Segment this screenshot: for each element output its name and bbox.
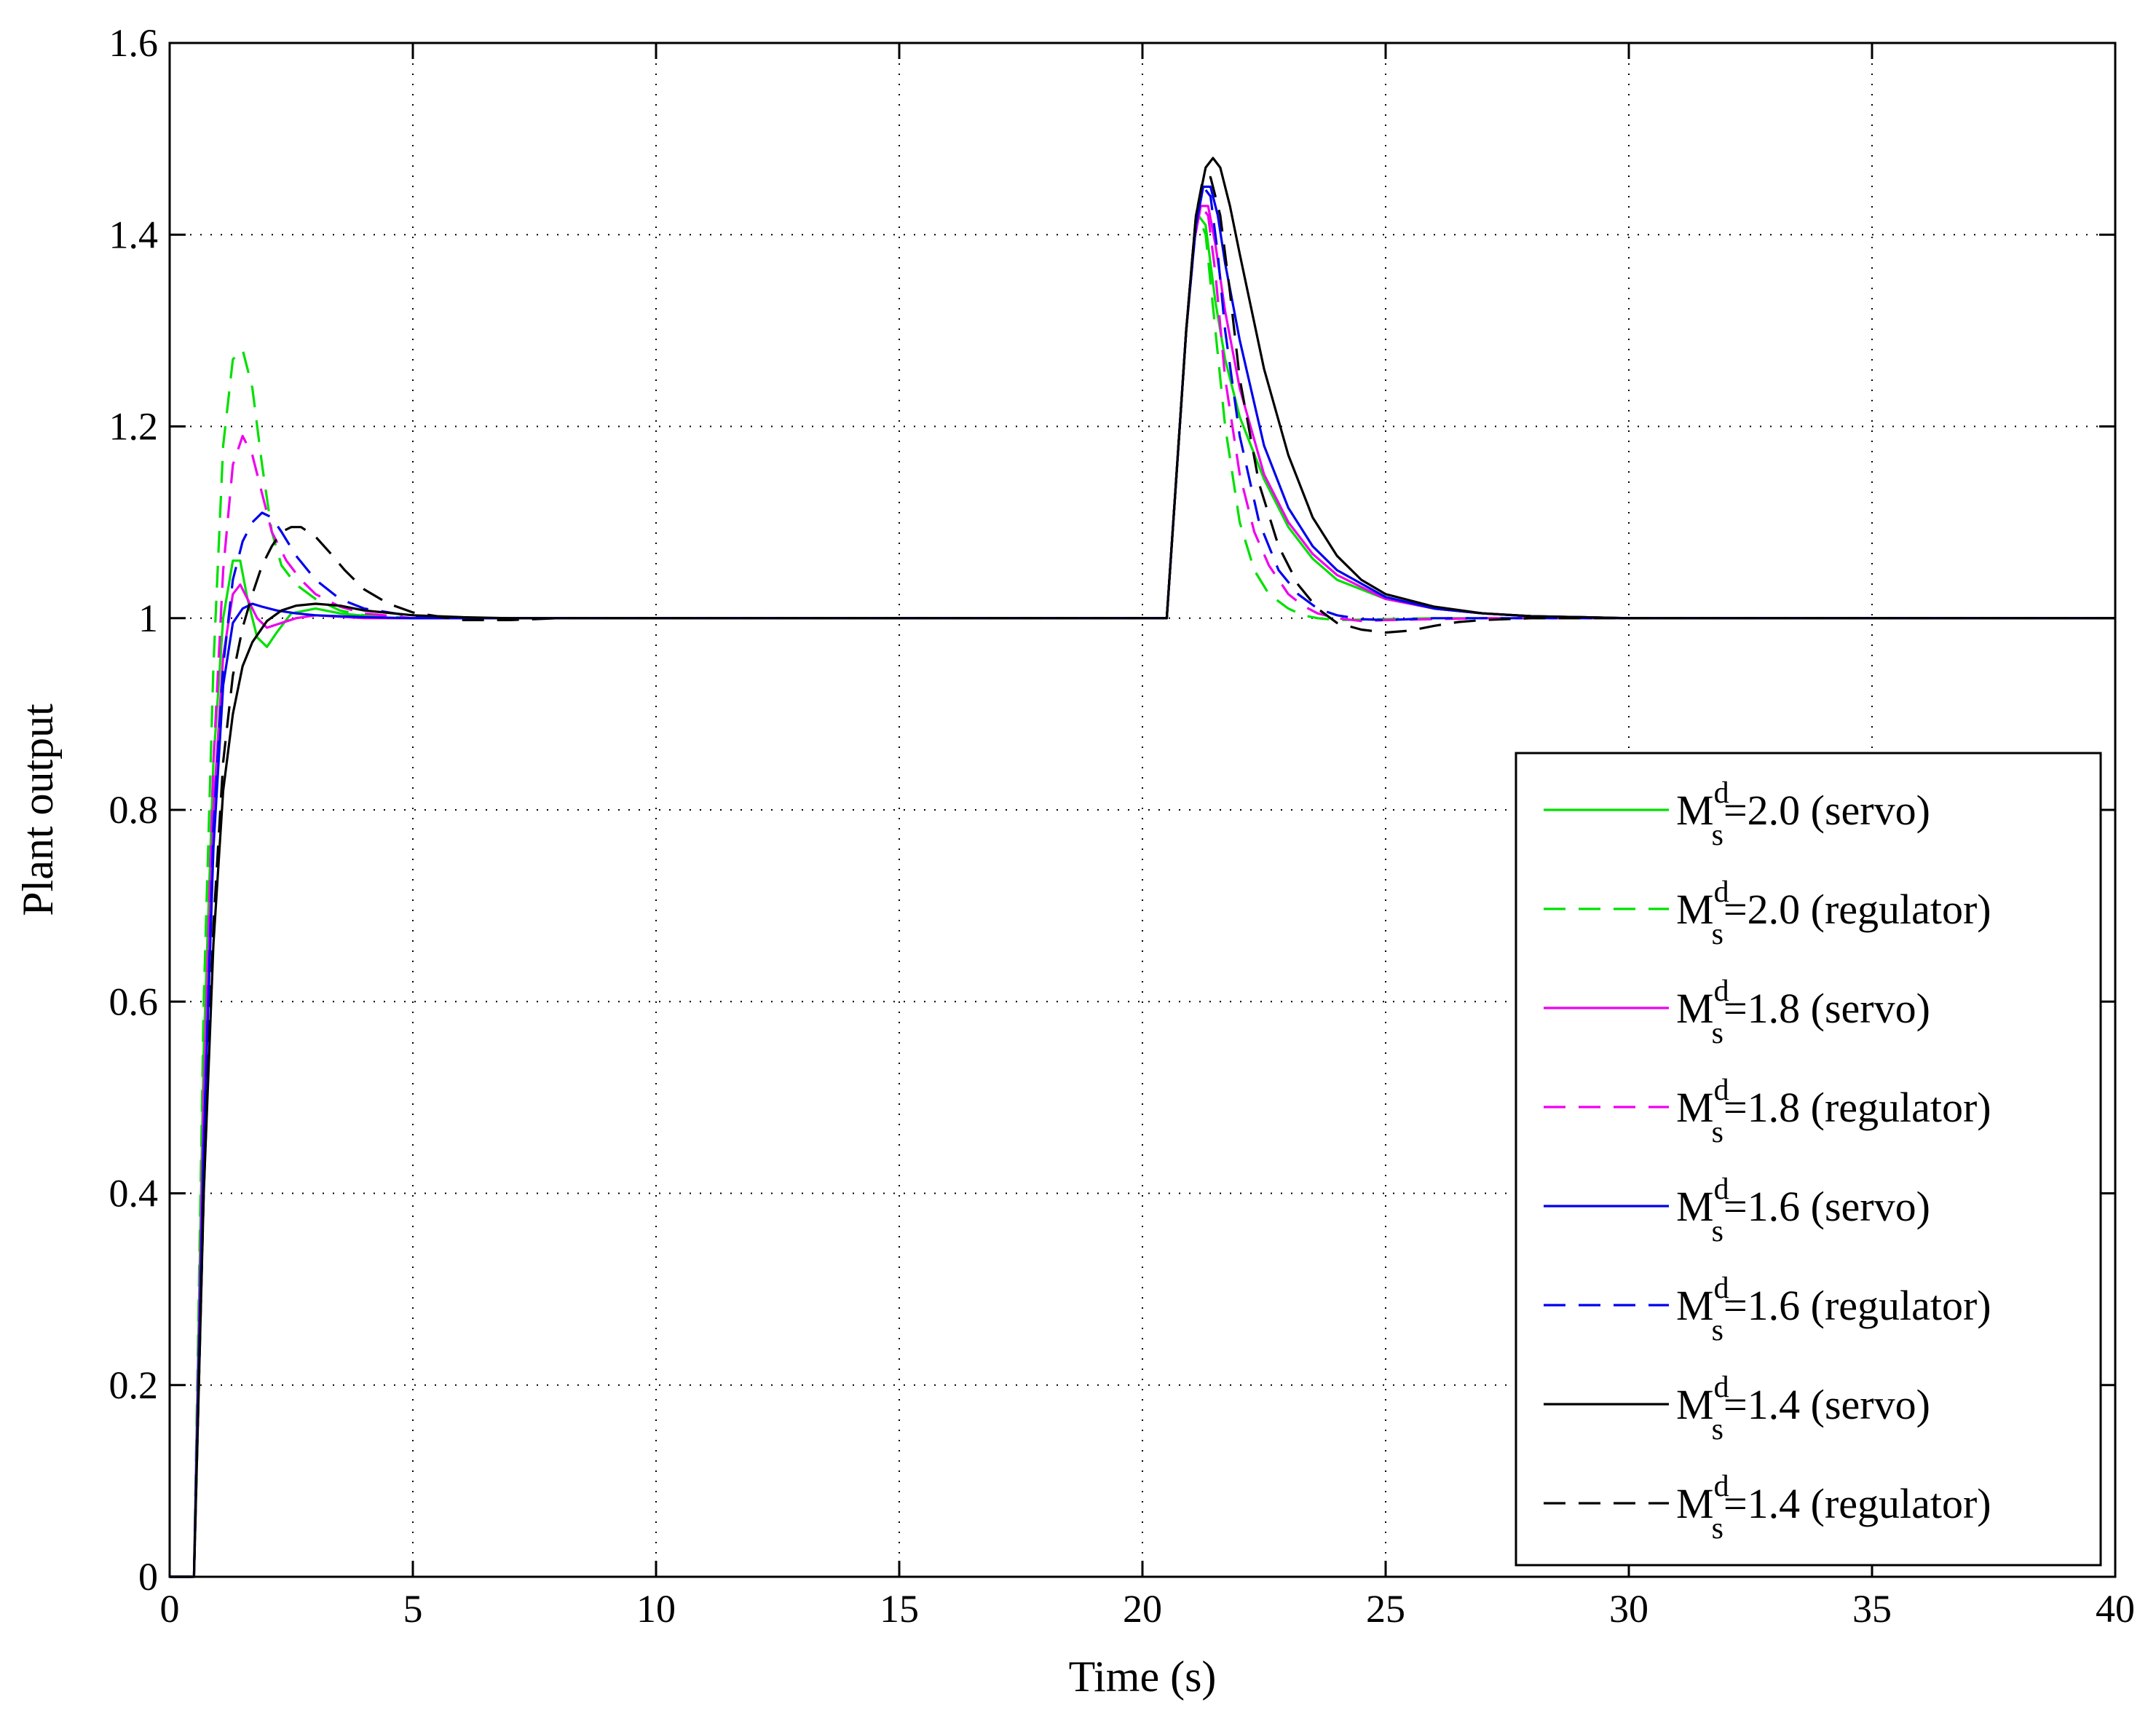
legend-superscript: d <box>1714 1074 1729 1107</box>
legend-label: Md s=2.0 (regulator) <box>1676 875 1991 951</box>
legend-subscript: s <box>1712 1116 1723 1149</box>
x-tick-label: 5 <box>403 1587 423 1631</box>
legend-subscript: s <box>1712 819 1723 852</box>
legend-entry: Md s=1.6 (servo) <box>1544 1173 1930 1248</box>
legend-label: Md s=2.0 (servo) <box>1676 776 1930 852</box>
legend-entry: Md s=1.8 (servo) <box>1544 974 1930 1050</box>
x-tick-label: 40 <box>2096 1587 2135 1631</box>
legend-symbol: M <box>1676 787 1714 834</box>
legend-description: =1.4 (servo) <box>1723 1381 1930 1428</box>
x-tick-label: 10 <box>636 1587 676 1631</box>
legend-symbol: M <box>1676 985 1714 1032</box>
y-tick-label: 0 <box>138 1555 158 1599</box>
legend-entry: Md s=1.6 (regulator) <box>1544 1272 1991 1347</box>
x-tick-label: 35 <box>1852 1587 1892 1631</box>
legend-entry: Md s=1.8 (regulator) <box>1544 1074 1991 1149</box>
legend: Md s=2.0 (servo)Md s=2.0 (regulator)Md s=1.… <box>1515 752 2102 1567</box>
axis-ticks <box>168 42 2117 1578</box>
legend-subscript: s <box>1712 918 1723 951</box>
legend-symbol: M <box>1676 1480 1714 1527</box>
legend-subscript: s <box>1712 1512 1723 1545</box>
legend-subscript: s <box>1712 1215 1723 1248</box>
legend-label: Md s=1.6 (servo) <box>1676 1173 1930 1248</box>
legend-symbol: M <box>1676 1282 1714 1329</box>
y-tick-label: 0.8 <box>109 788 159 832</box>
legend-superscript: d <box>1714 1173 1729 1206</box>
legend-label: Md s=1.8 (servo) <box>1676 974 1930 1050</box>
legend-symbol: M <box>1676 886 1714 933</box>
legend-entry: Md s=2.0 (servo) <box>1544 776 1930 852</box>
legend-description: =2.0 (servo) <box>1723 787 1930 834</box>
legend-entries: Md s=2.0 (servo)Md s=2.0 (regulator)Md s=1.… <box>1544 776 1991 1545</box>
legend-label: Md s=1.8 (regulator) <box>1676 1074 1991 1149</box>
legend-subscript: s <box>1712 1314 1723 1347</box>
y-tick-label: 1.6 <box>109 21 159 65</box>
y-tick-label: 1.2 <box>109 405 159 449</box>
legend-subscript: s <box>1712 1413 1723 1446</box>
legend-subscript: s <box>1712 1017 1723 1050</box>
legend-label: Md s=1.4 (servo) <box>1676 1371 1930 1446</box>
legend-entry: Md s=1.4 (servo) <box>1544 1371 1930 1446</box>
axis-tick-labels: 0 5 10 15 20 25 30 35 40 0 0.2 0.4 0.6 0.8 1 1.2 1.4 1.6 <box>109 21 2136 1631</box>
legend-box <box>1515 752 2102 1567</box>
y-axis-label: Plant output <box>14 704 62 916</box>
legend-entry: Md s=2.0 (regulator) <box>1544 875 1991 951</box>
y-tick-label: 0.4 <box>109 1172 159 1216</box>
plot-lines <box>170 157 2115 1578</box>
legend-description: =1.6 (regulator) <box>1723 1282 1991 1329</box>
legend-description: =1.8 (servo) <box>1723 985 1930 1032</box>
legend-superscript: d <box>1714 1272 1729 1305</box>
legend-label: Md s=1.6 (regulator) <box>1676 1272 1991 1347</box>
legend-symbol: M <box>1676 1084 1714 1131</box>
legend-description: =1.4 (regulator) <box>1723 1480 1991 1527</box>
y-tick-label: 0.2 <box>109 1363 159 1407</box>
legend-description: =2.0 (regulator) <box>1723 886 1991 933</box>
legend-symbol: M <box>1676 1381 1714 1428</box>
legend-superscript: d <box>1714 875 1729 909</box>
y-tick-label: 0.6 <box>109 980 159 1023</box>
legend-description: =1.6 (servo) <box>1723 1183 1930 1230</box>
x-axis-label: Time (s) <box>1069 1653 1217 1701</box>
series-line-ms-d-1-4-regulator <box>170 176 2115 1578</box>
legend-description: =1.8 (regulator) <box>1723 1084 1991 1131</box>
x-tick-label: 0 <box>160 1587 180 1631</box>
legend-label: Md s=1.4 (regulator) <box>1676 1470 1991 1545</box>
x-tick-label: 15 <box>880 1587 919 1631</box>
legend-superscript: d <box>1714 1371 1729 1404</box>
legend-superscript: d <box>1714 1470 1729 1503</box>
legend-superscript: d <box>1714 776 1729 810</box>
y-tick-label: 1.4 <box>109 213 159 256</box>
y-tick-label: 1 <box>138 596 158 640</box>
legend-superscript: d <box>1714 974 1729 1008</box>
x-tick-label: 30 <box>1609 1587 1648 1631</box>
legend-symbol: M <box>1676 1183 1714 1230</box>
x-tick-label: 20 <box>1123 1587 1162 1631</box>
x-tick-label: 25 <box>1366 1587 1405 1631</box>
legend-entry: Md s=1.4 (regulator) <box>1544 1470 1991 1545</box>
